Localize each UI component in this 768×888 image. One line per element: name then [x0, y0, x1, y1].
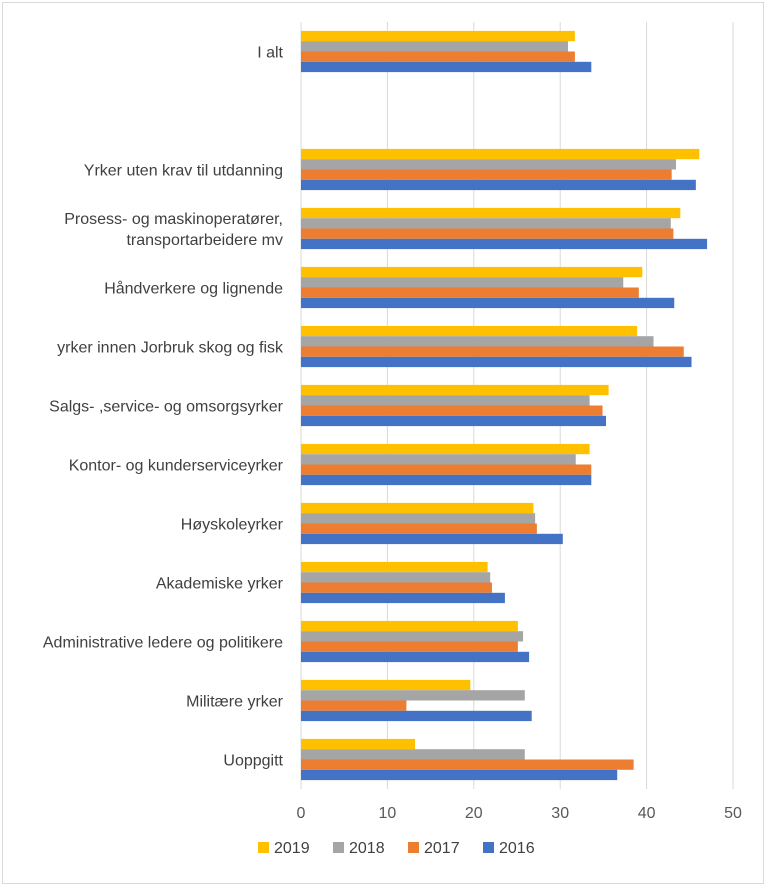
bar-2017-11: [301, 700, 407, 711]
category-label: Uoppgitt: [223, 753, 283, 770]
bar-2019-10: [301, 620, 518, 632]
bar-2019-0: [301, 30, 575, 42]
category-label: Akademiske yrker: [156, 576, 284, 593]
category-label: Håndverkere og lignende: [104, 280, 283, 298]
bar-2017-6: [301, 405, 603, 416]
legend-label: 2019: [274, 840, 310, 857]
bar-2017-8: [301, 523, 537, 534]
bar-2018-5: [301, 336, 654, 347]
bar-2018-12: [301, 749, 525, 760]
category-label: Høyskoleyrker: [181, 517, 284, 534]
bar-2018-2: [301, 159, 676, 170]
bar-2016-0: [301, 61, 592, 73]
bar-2018-4: [301, 277, 624, 288]
legend-swatch-2017: [408, 842, 419, 853]
bar-2018-8: [301, 513, 536, 524]
x-tick-label: 50: [724, 805, 742, 822]
bar-2018-6: [301, 395, 590, 406]
bar-2018-0: [301, 41, 568, 52]
category-label: Prosess- og maskinoperatører, transportar…: [64, 211, 283, 249]
bar-2019-6: [301, 384, 609, 396]
category-label: I alt: [257, 45, 283, 62]
bar-2019-12: [301, 738, 416, 750]
bar-2019-3: [301, 207, 681, 219]
bar-2018-7: [301, 454, 576, 465]
bar-2016-7: [301, 474, 592, 486]
bar-2016-4: [301, 297, 675, 309]
bar-2018-11: [301, 690, 525, 701]
x-tick-label: 40: [638, 805, 656, 822]
bar-2016-3: [301, 238, 708, 250]
bar-2017-7: [301, 464, 592, 475]
bar-2019-2: [301, 148, 700, 160]
x-tick-labels: 0 10 20 30 40 50: [297, 805, 742, 822]
x-tick-label: 10: [379, 805, 397, 822]
bar-2018-9: [301, 572, 491, 583]
legend-label: 2018: [349, 840, 385, 857]
bar-2016-5: [301, 356, 692, 368]
category-label: Kontor- og kunderserviceyrker: [69, 458, 284, 475]
bar-2017-0: [301, 51, 575, 62]
legend-swatch-2019: [258, 842, 269, 853]
legend-swatch-2018: [333, 842, 344, 853]
bar-2017-5: [301, 346, 684, 357]
bar-2017-3: [301, 228, 674, 239]
bar-2016-10: [301, 651, 530, 663]
category-label: Militære yrker: [186, 694, 284, 711]
category-label: yrker innen Jorbruk skog og fisk: [57, 340, 284, 357]
bar-2016-6: [301, 415, 606, 427]
category-label: Yrker uten krav til utdanning: [84, 163, 283, 180]
bar-2018-3: [301, 218, 671, 229]
bar-2016-8: [301, 533, 563, 545]
bar-2016-12: [301, 769, 618, 781]
bar-2019-9: [301, 561, 488, 573]
legend-label: 2017: [424, 840, 460, 857]
bar-2019-4: [301, 266, 643, 278]
bar-2016-9: [301, 592, 505, 604]
bar-2016-2: [301, 179, 696, 191]
bar-2019-11: [301, 679, 471, 691]
bar-2017-4: [301, 287, 639, 298]
legend: 2019 2018 2017 2016: [258, 840, 535, 857]
bar-2017-2: [301, 169, 672, 180]
x-tick-label: 0: [297, 805, 306, 822]
bar-2019-8: [301, 502, 534, 514]
bar-2019-7: [301, 443, 590, 455]
legend-label: 2016: [499, 840, 535, 857]
category-labels: I alt Yrker uten krav til utdanning Proses…: [43, 45, 284, 770]
bar-2016-11: [301, 710, 532, 722]
bar-2017-12: [301, 759, 634, 770]
bar-2017-9: [301, 582, 492, 593]
legend-swatch-2016: [483, 842, 494, 853]
x-tick-label: 20: [465, 805, 483, 822]
bar-2018-10: [301, 631, 524, 642]
category-label: Administrative ledere og politikere: [43, 635, 283, 652]
bar-2019-5: [301, 325, 638, 337]
bar-2017-10: [301, 641, 518, 652]
bars: [301, 30, 708, 781]
x-tick-label: 30: [551, 805, 569, 822]
category-label: Salgs- ,service- og omsorgsyrker: [49, 399, 284, 416]
